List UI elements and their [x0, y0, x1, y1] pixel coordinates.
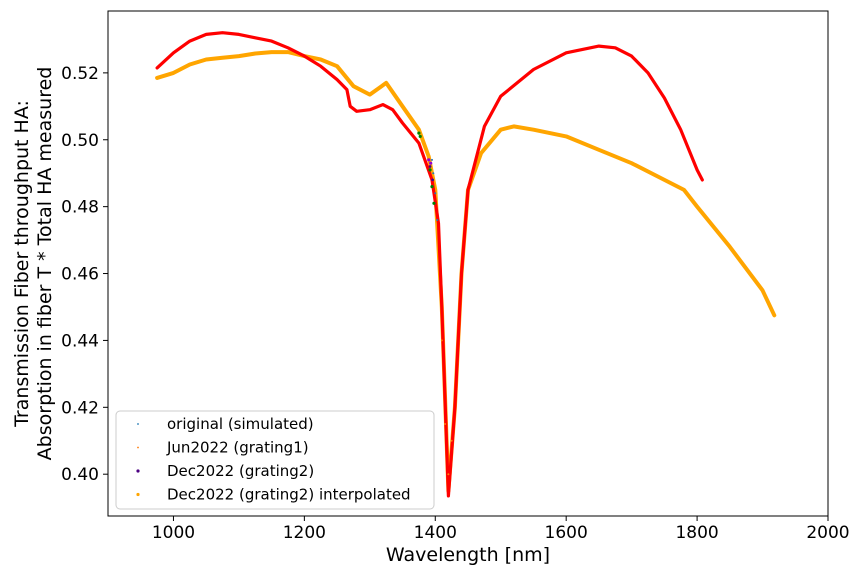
series-point-original-simulated [432, 172, 435, 175]
y-tick-label: 0.46 [61, 265, 99, 285]
legend-marker [137, 423, 139, 425]
series-point-dec2022-grating2 [431, 178, 435, 182]
y-axis-title: Transmission Fiber throughput HA: Absorpt… [11, 67, 56, 461]
series-point-dec2022-grating2 [430, 184, 434, 189]
legend: original (simulated) Jun2022 (grating1) De… [115, 410, 435, 510]
x-axis: 1000 1200 1400 1600 1800 2000 [152, 516, 850, 543]
legend-label: Dec2022 (grating2) interpolated [167, 486, 411, 504]
legend-box [115, 410, 435, 510]
series-point-dec2022-grating2 [427, 158, 431, 162]
series-point-jun2022-grating1 [450, 439, 453, 442]
series-point-dec2022-grating2 [428, 165, 432, 168]
legend-marker [136, 469, 140, 473]
legend-marker [137, 446, 139, 449]
series-point-jun2022-grating1 [440, 339, 443, 342]
series-point-original-simulated [436, 219, 439, 222]
y-tick-label: 0.40 [61, 465, 99, 485]
x-tick-label: 2000 [806, 523, 849, 543]
series-point-dec2022-grating2 [417, 131, 421, 135]
y-tick-label: 0.48 [61, 198, 99, 218]
series-layer [155, 31, 777, 498]
y-tick-label: 0.44 [61, 331, 99, 351]
series-point-dec2022-grating2 [432, 201, 436, 205]
y-tick-label: 0.50 [61, 131, 99, 151]
x-tick-label: 1600 [545, 523, 588, 543]
legend-label: Jun2022 (grating1) [166, 439, 309, 457]
legend-label: original (simulated) [167, 415, 314, 433]
series-point-dec2022-grating2 [418, 134, 422, 139]
series-point-original-simulated [431, 158, 433, 161]
x-tick-label: 1000 [152, 523, 195, 543]
y-axis-title-line: Transmission Fiber throughput HA: [11, 100, 33, 428]
y-axis-title-line: Absorption in fiber T * Total HA measure… [34, 67, 56, 461]
series-point-jun2022-grating1 [444, 423, 447, 426]
legend-marker [136, 492, 140, 497]
legend-label: Dec2022 (grating2) [167, 462, 314, 480]
y-tick-label: 0.52 [61, 64, 99, 84]
x-tick-label: 1400 [414, 523, 457, 543]
series-point-jun2022-grating1 [447, 473, 450, 476]
series-point-dec2022-grating2 [428, 168, 432, 172]
y-tick-label: 0.42 [61, 398, 99, 418]
x-axis-title: Wavelength [nm] [386, 544, 550, 566]
x-tick-label: 1200 [283, 523, 326, 543]
series-line-interpolated [155, 50, 777, 493]
series-line-original-red [155, 31, 704, 498]
x-tick-label: 1800 [675, 523, 718, 543]
series-point-dec2022-grating2 [429, 161, 433, 165]
series-point-original-simulated [434, 192, 437, 195]
y-axis: 0.40 0.42 0.44 0.46 0.48 0.50 0.52 [61, 64, 108, 485]
